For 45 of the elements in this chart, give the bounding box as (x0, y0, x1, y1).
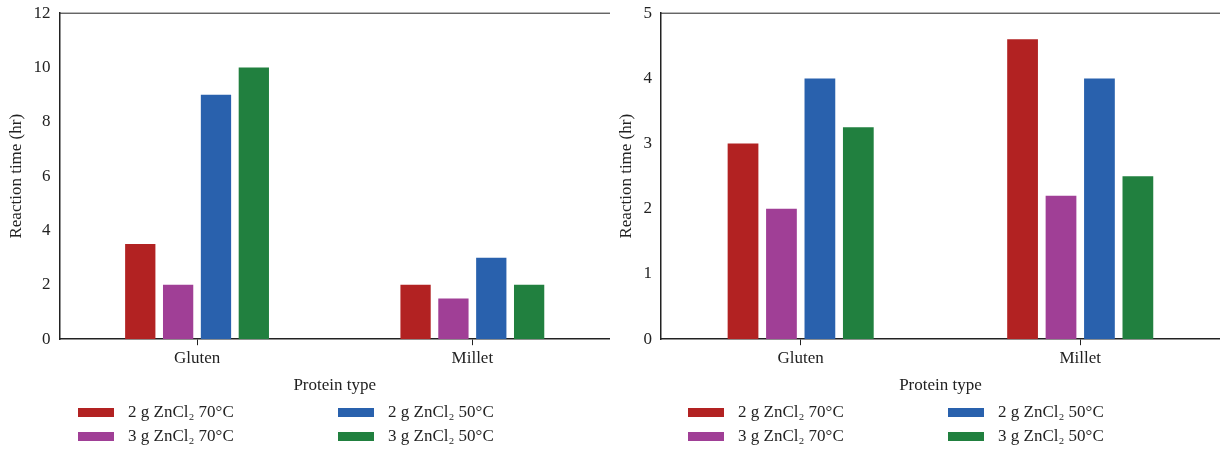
y-tick-label: 10 (33, 57, 51, 76)
bar (842, 127, 874, 340)
legend-label: 2 g ZnCl₂ 50°C (388, 402, 494, 422)
bar (1084, 78, 1115, 340)
y-tick-label: 3 (643, 133, 652, 153)
y-tick-label: 4 (41, 220, 51, 239)
y-tick-label: 12 (33, 2, 51, 22)
x-axis-title: Protein type (899, 375, 982, 395)
bar (727, 143, 759, 340)
bar (476, 257, 507, 340)
bar (513, 284, 545, 340)
y-tick-label: 6 (41, 165, 51, 185)
y-tick-label: 5 (643, 2, 652, 22)
y-tick-label: 1 (643, 263, 652, 283)
legend-label: 3 g ZnCl₂ 50°C (388, 426, 494, 446)
legend-label: 2 g ZnCl₂ 50°C (998, 402, 1104, 422)
y-tick-label: 0 (41, 328, 51, 348)
legend-label: 2 g ZnCl₂ 70°C (738, 402, 844, 422)
x-tick-label: Gluten (173, 347, 221, 367)
bar (200, 94, 232, 340)
bar (125, 244, 156, 340)
y-tick-label: 2 (41, 274, 51, 294)
y-tick-label: 2 (643, 198, 652, 218)
x-axis-title: Protein type (293, 375, 377, 395)
y-tick-label: 0 (643, 328, 652, 348)
bar (804, 78, 836, 340)
bar (400, 284, 431, 340)
bar (162, 284, 194, 340)
bar (1007, 39, 1038, 340)
y-axis-title: Reaction time (hr) (615, 113, 635, 239)
legend-label: 3 g ZnCl₂ 50°C (998, 426, 1104, 446)
x-tick-label: Millet (451, 347, 494, 367)
bar (1122, 176, 1154, 340)
x-tick-label: Gluten (777, 347, 825, 367)
bar (1045, 195, 1077, 340)
legend-label: 3 g ZnCl₂ 70°C (738, 426, 844, 446)
legend-label: 2 g ZnCl₂ 70°C (128, 402, 234, 422)
x-tick-label: Millet (1059, 347, 1102, 367)
bar (238, 67, 269, 340)
legend-label: 3 g ZnCl₂ 70°C (128, 426, 234, 446)
bar (438, 298, 469, 340)
y-tick-label: 8 (41, 111, 51, 131)
bar (766, 208, 797, 340)
y-tick-label: 4 (643, 67, 653, 87)
y-axis-title: Reaction time (hr) (5, 113, 25, 239)
